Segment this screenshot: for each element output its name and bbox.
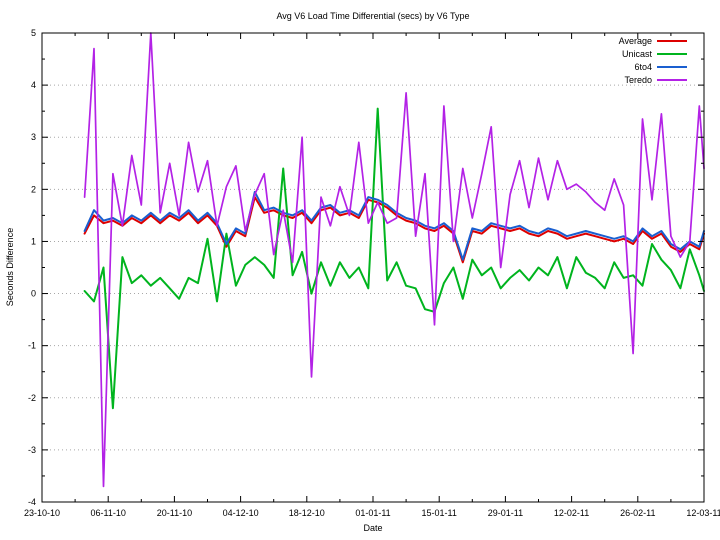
x-tick-label: 20-11-10	[157, 508, 192, 518]
legend-label-unicast: Unicast	[622, 49, 653, 59]
legend-label-average: Average	[619, 36, 652, 46]
legend-label-teredo: Teredo	[624, 75, 652, 85]
x-tick-label: 23-10-10	[24, 508, 60, 518]
x-tick-label: 18-12-10	[289, 508, 325, 518]
y-tick-label: 1	[31, 236, 36, 246]
series-line-teredo	[83, 32, 705, 488]
x-tick-label: 12-03-11	[686, 508, 720, 518]
series-line-unicast	[83, 107, 705, 410]
plot-border	[41, 32, 705, 503]
plot-area: 5 4 3 2 1 0 -1 -2 -3 -423-10-10 06-11-10 20-11-10 04…	[24, 28, 720, 518]
y-tick-label: -2	[28, 393, 36, 403]
y-tick-label: 3	[31, 132, 36, 142]
x-tick-label: 29-01-11	[488, 508, 523, 518]
legend-label-6to4: 6to4	[634, 62, 652, 72]
y-axis-label: Seconds Difference	[5, 228, 15, 306]
x-tick-label: 01-01-11	[355, 508, 390, 518]
y-tick-label: 0	[31, 289, 36, 299]
y-tick-label: 2	[31, 184, 36, 194]
y-tick-label: -1	[28, 341, 36, 351]
y-tick-label: -4	[28, 497, 36, 507]
y-tick-label: 5	[31, 28, 36, 38]
x-tick-label: 12-02-11	[554, 508, 589, 518]
chart-title: Avg V6 Load Time Differential (secs) by …	[276, 11, 469, 21]
x-tick-label: 15-01-11	[422, 508, 457, 518]
y-tick-label: -3	[28, 445, 36, 455]
y-tick-label: 4	[31, 80, 36, 90]
x-tick-label: 04-12-10	[223, 508, 259, 518]
x-tick-label: 26-02-11	[620, 508, 655, 518]
x-tick-label: 06-11-10	[91, 508, 126, 518]
x-axis-label: Date	[363, 523, 382, 533]
